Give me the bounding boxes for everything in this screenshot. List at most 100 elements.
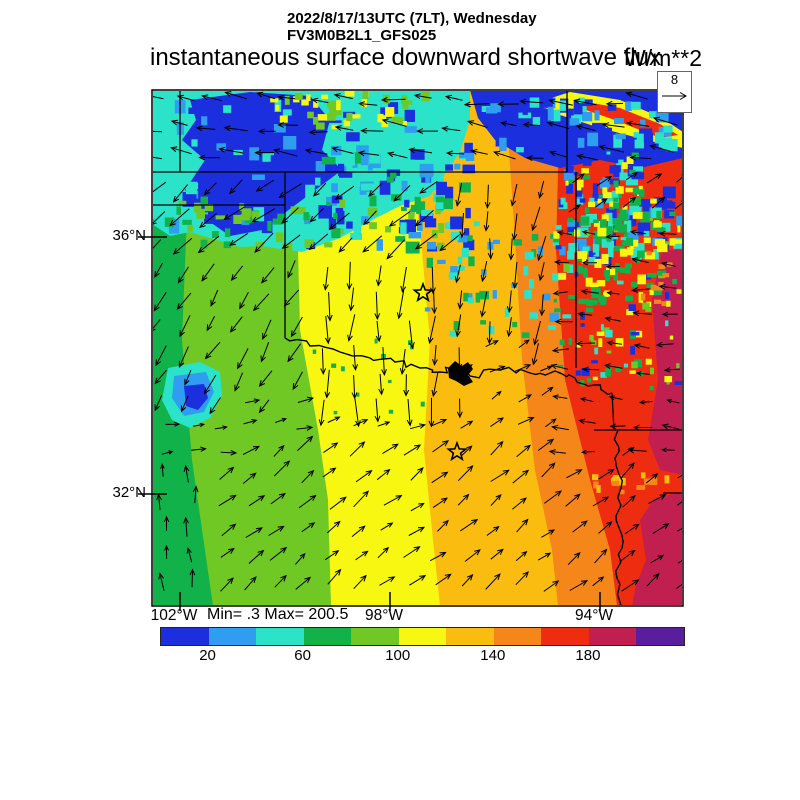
cloud-speckle	[665, 292, 670, 300]
cloud-speckle	[595, 237, 602, 245]
valid-time-header: 2022/8/17/13UTC (7LT), Wednesday	[287, 10, 537, 27]
cloud-speckle	[270, 155, 284, 168]
lon-tick-label: 102°W	[150, 607, 198, 624]
cloud-speckle	[426, 241, 436, 250]
star-marker	[446, 440, 468, 462]
cloud-speckle	[435, 209, 441, 215]
cloud-speckle	[632, 211, 643, 219]
cloud-speckle	[663, 125, 673, 133]
cloud-speckle	[212, 231, 219, 238]
cloud-speckle	[563, 169, 575, 181]
cloud-speckle	[360, 183, 375, 191]
cloud-speckle	[331, 195, 343, 204]
cloud-speckle	[630, 331, 640, 336]
cloud-speckle	[305, 184, 315, 198]
cloud-speckle	[559, 339, 565, 346]
cloud-speckle	[639, 189, 645, 197]
lon-tick-label: 98°W	[364, 607, 404, 624]
cloud-speckle	[300, 207, 306, 214]
cloud-speckle	[669, 211, 676, 216]
cloud-speckle	[669, 335, 674, 340]
cloud-speckle	[553, 298, 557, 303]
wind-reference-box: 8	[657, 71, 692, 113]
cloud-speckle	[576, 227, 589, 238]
cloud-speckle	[388, 409, 394, 414]
cloud-speckle	[435, 196, 445, 203]
cloud-speckle	[436, 242, 445, 251]
cloud-speckle	[618, 213, 628, 221]
cloud-speckle	[603, 226, 613, 235]
cloud-speckle	[597, 226, 607, 237]
cloud-speckle	[555, 245, 562, 250]
cloud-speckle	[404, 109, 415, 122]
colorbar-segment	[493, 628, 542, 645]
cloud-speckle	[612, 219, 621, 225]
cloud-speckle	[658, 137, 673, 148]
cloud-speckle	[188, 107, 195, 114]
cloud-speckle	[462, 164, 475, 174]
cloud-speckle	[623, 233, 628, 239]
star-marker	[412, 281, 434, 303]
cloud-speckle	[352, 160, 358, 168]
cloud-speckle	[592, 243, 598, 253]
cloud-speckle	[306, 94, 311, 101]
cloud-speckle	[613, 475, 622, 482]
cloud-speckle	[475, 292, 481, 303]
cloud-speckle	[499, 137, 507, 151]
cloud-speckle	[650, 367, 654, 375]
cloud-speckle	[598, 295, 607, 303]
cloud-speckle	[656, 210, 662, 220]
cloud-speckle	[629, 215, 637, 227]
cloud-speckle	[331, 228, 341, 239]
cloud-speckle	[630, 197, 641, 206]
cloud-speckle	[593, 481, 599, 489]
cloud-speckle	[553, 231, 560, 239]
cloud-speckle	[606, 350, 612, 354]
cloud-speckle	[522, 103, 528, 115]
cloud-speckle	[523, 266, 529, 276]
cloud-speckle	[436, 181, 447, 196]
cloud-speckle	[318, 205, 332, 219]
cloud-speckle	[629, 370, 636, 374]
cloud-speckle	[464, 142, 473, 153]
cloud-speckle	[419, 213, 434, 222]
cloud-speckle	[301, 99, 309, 106]
cloud-speckle	[654, 220, 660, 225]
cloud-speckle	[233, 214, 242, 224]
cloud-speckle	[626, 309, 634, 316]
cloud-speckle	[479, 290, 490, 300]
cloud-speckle	[625, 295, 633, 302]
cloud-speckle	[586, 299, 593, 306]
cloud-speckle	[612, 235, 618, 240]
cloud-speckle	[343, 119, 350, 127]
cloud-speckle	[275, 104, 280, 111]
cloud-speckle	[403, 159, 415, 170]
cloud-speckle	[604, 290, 611, 297]
cloud-speckle	[629, 205, 642, 216]
cloud-speckle	[252, 174, 265, 180]
cloud-speckle	[558, 272, 567, 280]
cloud-speckle	[596, 485, 601, 493]
cloud-speckle	[395, 236, 406, 242]
cloud-speckle	[313, 117, 319, 125]
cloud-speckle	[336, 100, 341, 111]
cloud-speckle	[444, 186, 454, 200]
cloud-speckle	[512, 114, 525, 128]
cloud-speckle	[611, 480, 620, 486]
cloud-speckle	[360, 152, 369, 166]
cloud-speckle	[609, 201, 614, 207]
cloud-speckle	[600, 127, 612, 138]
cloud-speckle	[223, 105, 232, 113]
cloud-speckle	[408, 232, 422, 239]
cloud-speckle	[249, 147, 260, 161]
cloud-speckle	[634, 139, 644, 149]
cloud-speckle	[367, 207, 378, 216]
cloud-speckle	[562, 314, 572, 319]
cloud-speckle	[640, 472, 646, 479]
cloud-speckle	[346, 112, 353, 122]
cloud-speckle	[200, 196, 208, 206]
colorbar-segment	[636, 628, 685, 645]
cloud-speckle	[610, 268, 616, 275]
cloud-speckle	[362, 91, 369, 99]
cloud-speckle	[463, 239, 475, 251]
